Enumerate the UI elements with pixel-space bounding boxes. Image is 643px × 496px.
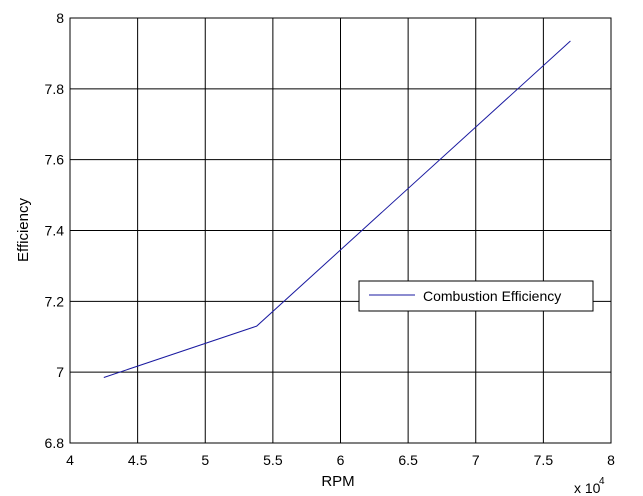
x-tick-label: 8 (607, 452, 615, 468)
series-layer (103, 40, 571, 378)
y-tick-label: 6.8 (45, 435, 65, 451)
legend-box (358, 280, 594, 312)
grid (70, 18, 611, 443)
x-axis-label: RPM (321, 473, 354, 490)
x-tick-label: 5 (201, 452, 209, 468)
x-multiplier-exponent: 4 (599, 476, 605, 487)
legend-entry-label: Combustion Efficiency (423, 288, 561, 304)
x-tick-label: 4 (66, 452, 74, 468)
x-tick-label: 6 (337, 452, 345, 468)
x-tick-label: 4.5 (128, 452, 148, 468)
y-axis-label: Efficiency (15, 198, 32, 262)
y-tick-label: 7.8 (45, 81, 65, 97)
x-tick-label: 6.5 (398, 452, 418, 468)
x-multiplier-base: x 10 (574, 480, 601, 496)
y-tick-label: 7.2 (45, 293, 65, 309)
x-tick-labels: 4 4.5 5 5.5 6 6.5 7 7.5 8 (66, 452, 615, 468)
plot-frame (69, 17, 612, 444)
y-tick-label: 7.4 (45, 223, 65, 239)
y-tick-label: 7 (56, 364, 64, 380)
series-line (103, 40, 571, 378)
x-tick-label: 5.5 (263, 452, 283, 468)
y-tick-labels: 6.8 7 7.2 7.4 7.6 7.8 8 (45, 10, 65, 451)
y-tick-label: 8 (56, 10, 64, 26)
legend: Combustion Efficiency (358, 280, 594, 312)
y-tick-label: 7.6 (45, 152, 65, 168)
x-tick-label: 7.5 (534, 452, 554, 468)
x-tick-label: 7 (472, 452, 480, 468)
